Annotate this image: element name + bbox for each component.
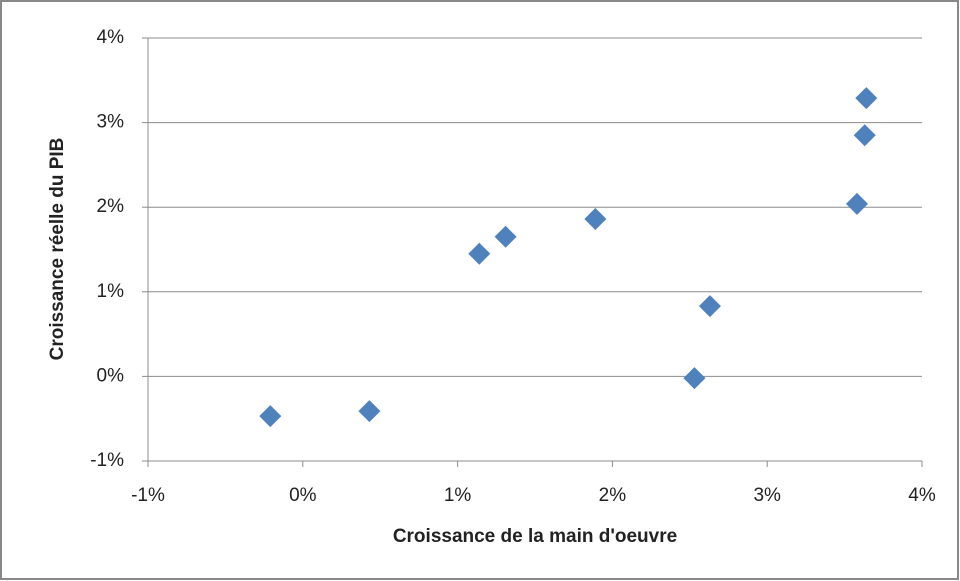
y-tick-label: 0%: [97, 365, 125, 386]
y-tick-label: 4%: [97, 27, 125, 48]
y-tick-label: 1%: [97, 281, 125, 302]
x-tick-label: 2%: [599, 485, 627, 506]
data-point: [853, 124, 876, 147]
data-point: [358, 400, 381, 423]
data-point: [855, 87, 878, 110]
data-point: [584, 208, 607, 231]
x-tick-label: 1%: [444, 485, 472, 506]
y-tick-label: 3%: [97, 112, 125, 133]
data-point: [494, 225, 517, 248]
y-tick-label: 2%: [97, 196, 125, 217]
x-tick-label: 4%: [908, 485, 936, 506]
y-tick-label: -1%: [90, 450, 124, 471]
x-axis-title: Croissance de la main d'oeuvre: [393, 526, 677, 547]
data-point: [698, 295, 721, 318]
x-tick-label: -1%: [131, 485, 165, 506]
data-point: [683, 367, 706, 390]
y-axis-title: Croissance réelle du PIB: [47, 138, 68, 361]
data-point: [468, 242, 491, 265]
x-tick-label: 3%: [753, 485, 781, 506]
x-tick-label: 0%: [289, 485, 317, 506]
data-point: [845, 192, 868, 215]
data-point: [259, 405, 282, 428]
